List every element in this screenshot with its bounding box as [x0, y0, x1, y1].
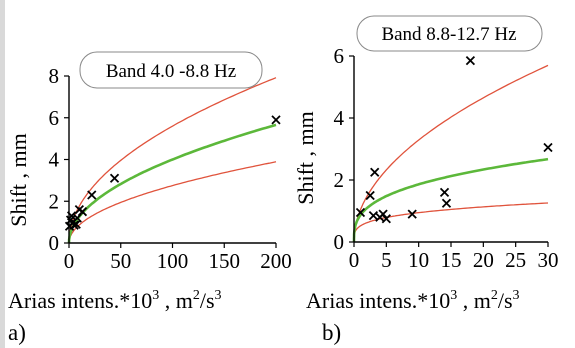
panel-a-axes: 0 50 100 150 200 0 2 4 6 8	[49, 64, 292, 273]
panel-b-data-point	[381, 214, 391, 224]
panel-a-data-point	[77, 207, 88, 217]
panel-b-xlabel-main: Arias intens.*10	[306, 288, 450, 313]
panel-a-y-tick-label: 2	[49, 189, 60, 213]
panel-b-data-point	[543, 142, 553, 153]
panel-b-band-box	[356, 15, 543, 52]
panel-a-y-tick-label: 0	[49, 231, 60, 255]
panel-b-x-tick-label: 20	[473, 248, 494, 272]
panel-a-lower-bound-curve	[68, 161, 277, 243]
panel-b-x-tick-label: 0	[349, 248, 360, 272]
panel-a-xlabel-exp: 3	[152, 288, 159, 303]
panel-b-x-tick-label: 10	[408, 248, 429, 272]
panel-b-data-point	[355, 207, 366, 218]
panel-a-xlabel-unit-exp2: 3	[215, 288, 222, 303]
panel-b-xlabel-unit-mid: /s	[498, 288, 513, 313]
panel-b-y-tick-label: 4	[334, 106, 345, 130]
panel-b-y-tick-label: 0	[334, 230, 345, 254]
panel-b-points	[355, 56, 553, 224]
panel-a-band-box	[79, 51, 263, 89]
panel-a-x-tick-label: 0	[64, 249, 75, 273]
panel-a-xlabel-unit-mid: /s	[200, 288, 215, 313]
chart-panel-a: 0 50 100 150 200 0 2 4 6 8 Band 4.0 -8.8 Hz Shift…	[6, 51, 292, 345]
panel-a-x-tick-label: 200	[260, 249, 292, 273]
panel-b-xlabel-unit-pre: , m	[457, 288, 491, 313]
panel-a-y-tick-label: 4	[49, 148, 60, 172]
panel-b-data-point	[465, 56, 476, 66]
panel-a-band-label: Band 4.0 -8.8 Hz	[106, 61, 236, 82]
panel-b-band-label: Band 8.8-12.7 Hz	[381, 24, 516, 45]
panel-b-label: b)	[322, 320, 341, 345]
panel-b-xlabel-unit-exp1: 2	[491, 288, 498, 303]
panel-a-x-tick-label: 100	[157, 249, 189, 273]
panel-b-y-tick-label: 6	[334, 44, 345, 68]
panel-b-x-tick-label: 25	[505, 248, 526, 272]
panel-b-data-point	[407, 209, 417, 219]
panel-a-data-point	[271, 115, 281, 125]
panel-b-data-point	[365, 190, 375, 201]
panel-b-y-tick-label: 2	[334, 168, 345, 192]
panel-a-data-point	[87, 190, 97, 200]
panel-b-xlabel-unit-exp2: 3	[513, 288, 520, 303]
panel-a-y-tick-label: 8	[49, 64, 60, 88]
panel-a-xlabel-main: Arias intens.*10	[8, 288, 152, 313]
panel-b-x-tick-label: 15	[441, 248, 462, 272]
panel-a-fit-curve	[67, 123, 277, 243]
left-edge-bar	[0, 0, 5, 348]
panel-a-points	[64, 115, 281, 231]
panel-b-lower-bound-curve	[353, 202, 549, 242]
panel-a-x-tick-label: 50	[110, 249, 131, 273]
panel-b-xlabel-exp: 3	[450, 288, 457, 303]
panel-b-data-point	[439, 187, 450, 198]
panel-b-data-point	[370, 167, 380, 177]
panel-a-curves	[67, 77, 277, 243]
panel-a-xlabel-unit-pre: , m	[159, 288, 193, 313]
panel-a-x-axis-label: Arias intens.*103 , m2/s3	[8, 288, 222, 313]
panel-b-x-tick-label: 30	[538, 248, 559, 272]
panel-a-label: a)	[8, 320, 26, 345]
panel-a-y-tick-label: 6	[49, 106, 60, 130]
panel-b-data-point	[441, 198, 452, 208]
panel-b-data-point	[378, 209, 388, 219]
panel-b-x-axis-label: Arias intens.*103 , m2/s3	[306, 288, 520, 313]
panel-b-x-tick-label: 5	[381, 248, 392, 272]
panel-a-data-point	[109, 173, 120, 183]
panel-a-y-axis-label: Shift , mm	[6, 133, 31, 227]
panel-b-y-axis-label: Shift , mm	[293, 111, 318, 205]
panel-a-x-tick-label: 150	[209, 249, 241, 273]
panel-b-fit-curve	[352, 157, 549, 242]
panel-a-xlabel-unit-exp1: 2	[193, 288, 200, 303]
panel-b-data-point	[368, 211, 379, 221]
